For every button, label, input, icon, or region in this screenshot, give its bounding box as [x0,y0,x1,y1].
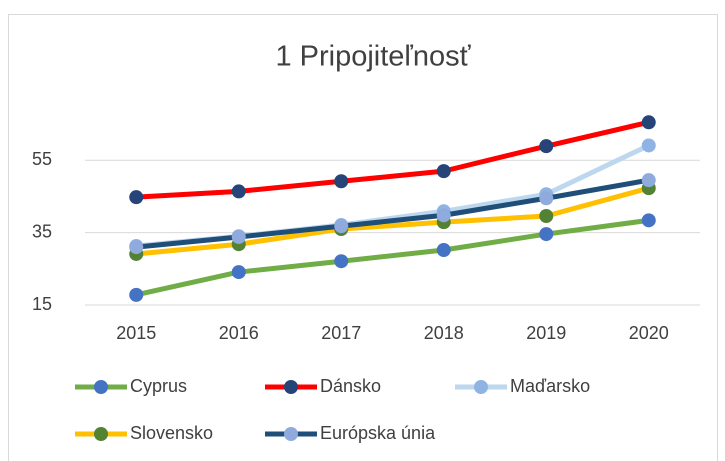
y-tick-label: 55 [32,149,52,169]
x-tick-label: 2015 [116,323,156,343]
legend-marker [284,380,298,394]
legend-marker [94,427,108,441]
legend-marker [284,427,298,441]
x-tick-label: 2016 [219,323,259,343]
data-point [539,191,554,206]
data-point [641,138,656,153]
data-point [334,254,349,269]
series-line [136,185,650,257]
x-tick-label: 2017 [321,323,361,343]
series-line [136,177,650,250]
data-point [436,208,451,223]
legend-label: Maďarsko [510,376,590,396]
data-point [641,173,656,188]
data-point [129,287,144,302]
legend-label: Európska únia [320,423,436,443]
data-point [334,219,349,234]
data-point [539,227,554,242]
legend-label: Dánsko [320,376,381,396]
data-point [231,229,246,244]
legend-marker [474,380,488,394]
data-point [641,213,656,228]
legend-label: Slovensko [130,423,213,443]
data-point [539,139,554,154]
x-tick-label: 2019 [526,323,566,343]
data-point [641,115,656,130]
data-point [334,174,349,189]
chart-title: 1 Pripojiteľnosť [275,41,471,73]
series-line [136,119,650,200]
legend-marker [94,380,108,394]
data-point [231,184,246,199]
x-tick-label: 2018 [424,323,464,343]
series-line [135,217,650,298]
data-point [436,164,451,179]
y-tick-label: 15 [32,294,52,314]
y-tick-label: 35 [32,221,52,241]
data-point [436,243,451,258]
data-point [129,190,144,205]
data-point [129,240,144,255]
data-point [231,265,246,280]
x-tick-label: 2020 [629,323,669,343]
legend-label: Cyprus [130,376,187,396]
data-point [539,208,554,223]
